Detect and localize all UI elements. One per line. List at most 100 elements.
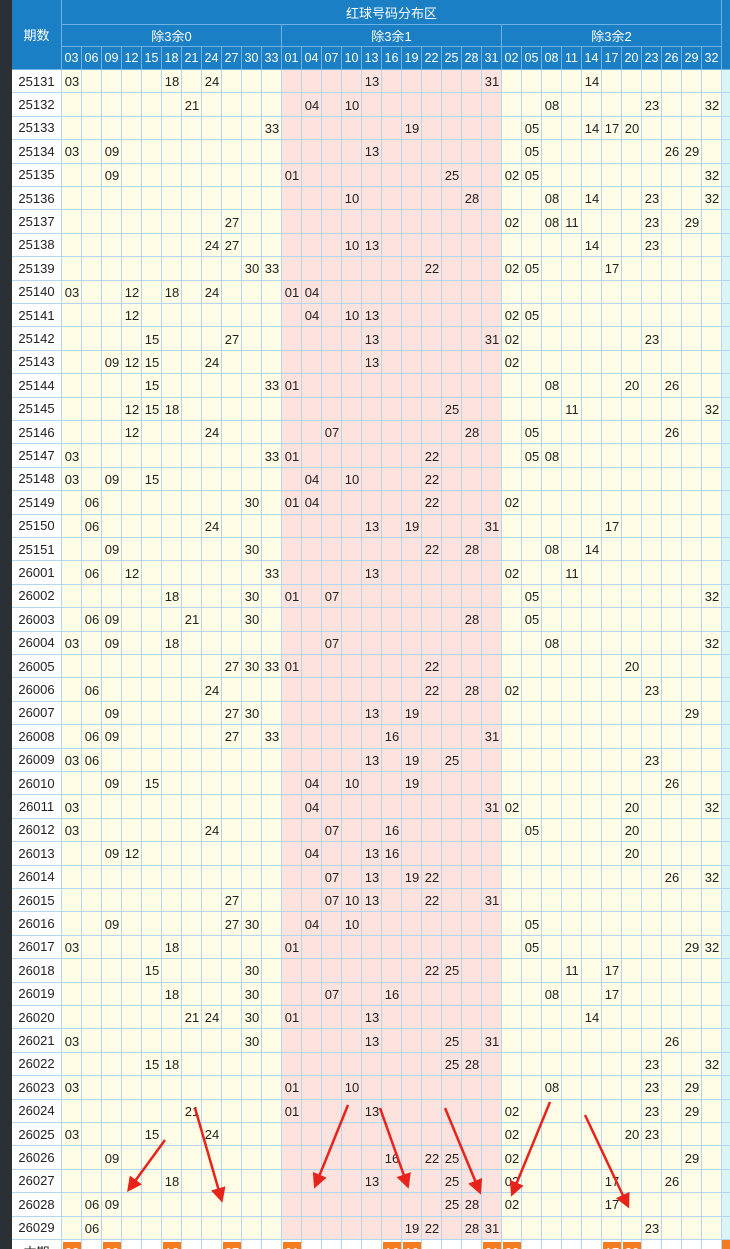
cell — [522, 1123, 542, 1147]
cell — [62, 725, 82, 749]
cell — [682, 163, 702, 187]
cell — [242, 1052, 262, 1077]
cell — [62, 257, 82, 281]
column-header: 10 — [342, 47, 362, 70]
cell — [482, 491, 502, 515]
cell — [422, 491, 442, 515]
ball-number: 30 — [244, 705, 260, 721]
cell — [582, 935, 602, 960]
cell — [682, 678, 702, 702]
cell — [622, 655, 642, 679]
cell — [402, 725, 422, 749]
cell — [162, 818, 182, 843]
cell — [302, 538, 322, 562]
period-cell: 25146 — [12, 421, 62, 445]
cell — [502, 561, 522, 585]
cell — [362, 1006, 382, 1030]
cell — [442, 842, 462, 866]
period-cell: 26001 — [12, 561, 62, 585]
period-cell: 26004 — [12, 631, 62, 655]
ball-number: 17 — [604, 1173, 620, 1189]
cell — [562, 678, 582, 702]
cell — [82, 140, 102, 164]
cell — [122, 210, 142, 234]
cell — [242, 1099, 262, 1123]
cell — [542, 678, 562, 702]
cell — [162, 210, 182, 234]
cell — [642, 257, 662, 281]
cell — [102, 701, 122, 726]
cell — [582, 584, 602, 609]
cell — [222, 116, 242, 141]
ball-number: 27 — [224, 705, 240, 721]
cell — [222, 1169, 242, 1194]
cell — [142, 187, 162, 211]
current-number: 17 — [603, 1242, 621, 1249]
cell — [82, 608, 102, 632]
cell-extra — [722, 631, 730, 655]
cell — [482, 608, 502, 632]
cell — [482, 327, 502, 351]
cell — [502, 1216, 522, 1240]
cell — [302, 491, 322, 515]
cell — [662, 631, 682, 655]
ball-number: 10 — [344, 916, 360, 932]
cell — [362, 1052, 382, 1077]
cell — [362, 70, 382, 94]
cell — [62, 655, 82, 679]
cell — [562, 889, 582, 913]
cell — [442, 1240, 462, 1249]
cell — [542, 421, 562, 445]
cell — [462, 1146, 482, 1170]
cell — [102, 233, 122, 258]
ball-number: 09 — [104, 1150, 120, 1166]
cell — [182, 116, 202, 141]
cell — [122, 93, 142, 117]
ball-number: 19 — [404, 776, 420, 792]
column-header: 23 — [642, 47, 662, 70]
cell — [142, 631, 162, 655]
cell — [342, 116, 362, 141]
cell — [322, 1146, 342, 1170]
cell — [402, 116, 422, 141]
cell — [582, 655, 602, 679]
cell — [502, 280, 522, 304]
cell — [422, 1052, 442, 1077]
cell — [162, 1052, 182, 1077]
column-header: 26 — [662, 47, 682, 70]
cell — [262, 584, 282, 609]
cell — [622, 1076, 642, 1100]
ball-number: 32 — [704, 799, 720, 815]
cell — [202, 865, 222, 889]
cell — [242, 304, 262, 328]
cell-extra — [722, 912, 730, 936]
cell — [322, 561, 342, 585]
cell — [622, 584, 642, 609]
cell — [622, 421, 642, 445]
cell — [662, 818, 682, 843]
cell — [342, 772, 362, 796]
cell — [642, 514, 662, 538]
cell — [642, 491, 662, 515]
cell — [122, 327, 142, 351]
column-header: 08 — [542, 47, 562, 70]
cell — [342, 865, 362, 889]
cell — [282, 187, 302, 211]
cell — [702, 772, 722, 796]
cell — [142, 772, 162, 796]
cell — [582, 421, 602, 445]
cell — [682, 725, 702, 749]
cell — [242, 1146, 262, 1170]
cell — [622, 912, 642, 936]
ball-number: 09 — [104, 1197, 120, 1213]
cell — [562, 982, 582, 1006]
ball-number: 07 — [324, 869, 340, 885]
cell — [222, 631, 242, 655]
cell — [162, 1123, 182, 1147]
cell — [662, 140, 682, 164]
cell — [282, 163, 302, 187]
ball-number: 10 — [344, 237, 360, 253]
cell-extra — [722, 1193, 730, 1217]
ball-number: 08 — [544, 1080, 560, 1096]
ball-number: 33 — [264, 729, 280, 745]
